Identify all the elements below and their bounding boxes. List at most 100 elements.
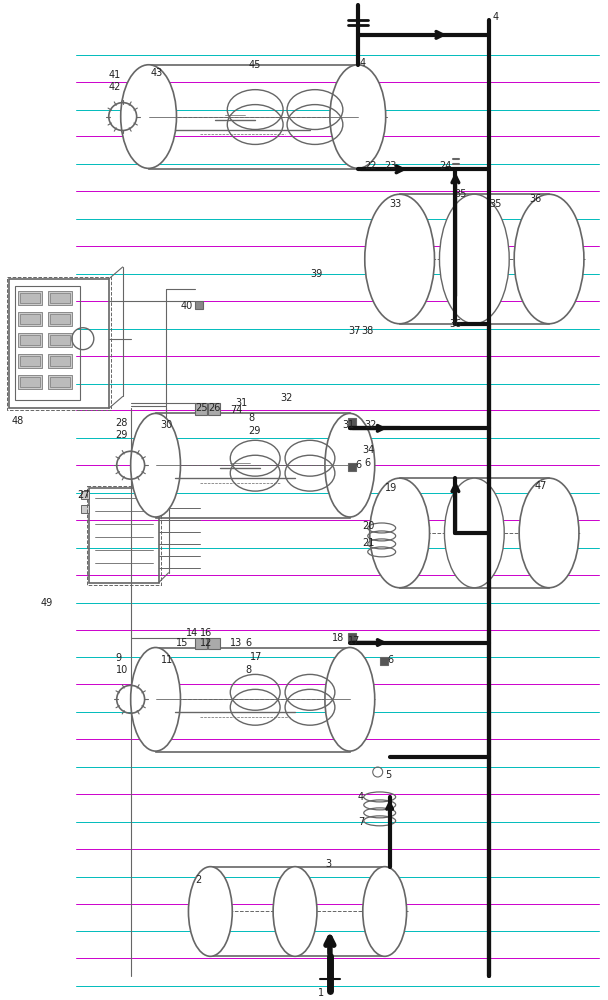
Ellipse shape: [188, 867, 232, 956]
Text: 74: 74: [230, 405, 243, 415]
Text: 8: 8: [245, 665, 251, 675]
Bar: [209, 403, 220, 415]
Text: 35: 35: [454, 189, 467, 199]
Ellipse shape: [131, 648, 181, 751]
Bar: [50, 356, 70, 366]
Text: 32: 32: [280, 393, 292, 403]
Bar: [20, 314, 40, 324]
Text: 36: 36: [529, 194, 541, 204]
Text: 24: 24: [440, 161, 452, 171]
Bar: [399, 194, 549, 324]
Text: 41: 41: [109, 70, 121, 80]
Ellipse shape: [325, 648, 375, 751]
Text: 8: 8: [248, 413, 254, 423]
Ellipse shape: [131, 413, 181, 517]
Text: 4: 4: [360, 58, 366, 68]
Bar: [18, 333, 42, 347]
Ellipse shape: [121, 65, 176, 168]
Bar: [195, 403, 207, 415]
Text: 7: 7: [358, 817, 364, 827]
Ellipse shape: [370, 478, 429, 588]
Text: 32: 32: [365, 420, 377, 430]
Text: 49: 49: [41, 598, 54, 608]
Text: 5: 5: [385, 770, 391, 780]
Text: 29: 29: [116, 430, 128, 440]
Text: 27: 27: [77, 490, 89, 500]
Text: 3: 3: [325, 859, 331, 869]
Text: 6: 6: [245, 638, 251, 648]
Bar: [81, 505, 89, 513]
Text: 19: 19: [385, 483, 397, 493]
Text: 16: 16: [201, 628, 213, 638]
Bar: [50, 314, 70, 324]
Text: 10: 10: [116, 665, 128, 675]
Text: 9: 9: [116, 653, 122, 663]
Text: 17: 17: [250, 652, 263, 662]
Bar: [380, 657, 388, 665]
Text: 29: 29: [248, 426, 261, 436]
Text: 45: 45: [248, 60, 261, 70]
Bar: [210, 867, 385, 956]
Text: 15: 15: [176, 638, 188, 648]
Text: 33: 33: [390, 199, 402, 209]
Text: 35: 35: [489, 199, 502, 209]
Bar: [89, 488, 159, 583]
Bar: [156, 413, 350, 518]
Bar: [20, 335, 40, 345]
Bar: [20, 293, 40, 303]
Text: 20: 20: [362, 521, 374, 531]
Text: 26: 26: [209, 403, 221, 413]
Text: 36: 36: [449, 319, 461, 329]
Bar: [18, 375, 42, 389]
Text: 48: 48: [11, 416, 23, 426]
Text: 37: 37: [348, 326, 360, 336]
Ellipse shape: [363, 867, 407, 956]
Bar: [20, 356, 40, 366]
Text: 34: 34: [363, 445, 375, 455]
Bar: [48, 354, 72, 368]
Text: 1: 1: [318, 988, 324, 998]
Text: 4: 4: [358, 792, 364, 802]
Bar: [18, 291, 42, 305]
Text: 11: 11: [161, 655, 173, 665]
Text: 17: 17: [348, 636, 360, 646]
Ellipse shape: [273, 867, 317, 956]
Bar: [7, 277, 111, 410]
Ellipse shape: [444, 478, 504, 588]
Ellipse shape: [440, 194, 510, 324]
Text: 28: 28: [116, 418, 128, 428]
Bar: [15, 286, 80, 400]
Bar: [399, 478, 549, 588]
Text: 38: 38: [362, 326, 374, 336]
Bar: [348, 633, 356, 641]
Bar: [48, 333, 72, 347]
Text: 47: 47: [534, 481, 547, 491]
Text: 6: 6: [388, 655, 394, 665]
Text: 21: 21: [362, 538, 374, 548]
Text: 31: 31: [342, 420, 354, 430]
Bar: [50, 377, 70, 387]
Text: 23: 23: [385, 161, 397, 171]
Text: 2: 2: [195, 875, 202, 885]
Bar: [195, 301, 204, 309]
Ellipse shape: [330, 65, 385, 168]
Bar: [18, 312, 42, 326]
Bar: [50, 335, 70, 345]
Bar: [48, 291, 72, 305]
Text: 12: 12: [201, 638, 213, 648]
Text: 42: 42: [109, 82, 121, 92]
Text: 13: 13: [230, 638, 243, 648]
Ellipse shape: [514, 194, 584, 324]
Text: 22: 22: [364, 161, 376, 171]
Bar: [50, 293, 70, 303]
Text: 43: 43: [151, 68, 163, 78]
Bar: [209, 638, 220, 649]
Bar: [348, 463, 356, 471]
Text: 39: 39: [310, 269, 322, 279]
Bar: [195, 638, 207, 649]
Bar: [148, 65, 358, 169]
Ellipse shape: [325, 413, 375, 517]
Bar: [87, 486, 161, 585]
Bar: [18, 354, 42, 368]
Text: 6: 6: [356, 460, 362, 470]
